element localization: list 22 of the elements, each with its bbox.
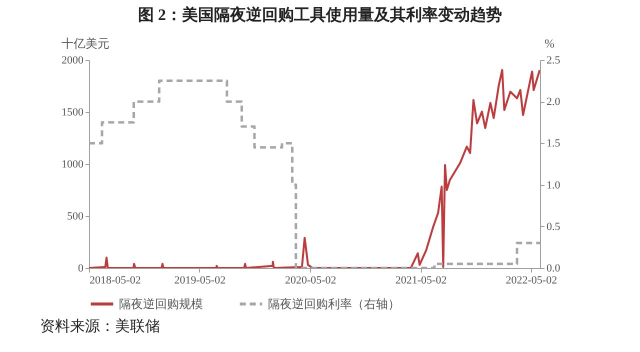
y2-tick-label: 2.0: [546, 96, 561, 108]
legend-label: 隔夜逆回购规模: [119, 297, 203, 311]
y2-tick-label: 1.0: [546, 179, 561, 192]
y-tick-label: 0: [78, 262, 84, 274]
y-tick-label: 500: [67, 210, 84, 222]
x-tick-label: 2019-05-02: [174, 274, 226, 286]
y2-tick-label: 1.5: [546, 138, 561, 150]
y2-axis-title: %: [544, 36, 554, 50]
y2-tick-label: 2.5: [546, 54, 561, 66]
x-tick-label: 2021-05-02: [395, 274, 447, 286]
x-tick-label: 2022-05-02: [506, 274, 558, 286]
chart-title: 图 2：美国隔夜逆回购工具使用量及其利率变动趋势: [137, 6, 503, 26]
y-axis-title: 十亿美元: [62, 36, 110, 50]
y-tick-label: 1000: [62, 158, 84, 170]
y-tick-label: 2000: [62, 54, 84, 66]
x-tick-label: 2020-05-02: [284, 274, 336, 286]
legend-label: 隔夜逆回购利率（右轴）: [268, 297, 400, 311]
y2-tick-label: 0.5: [546, 220, 561, 233]
x-tick-label: 2018-05-02: [90, 274, 141, 286]
y-tick-label: 1500: [62, 106, 84, 118]
y2-tick-label: 0.0: [546, 262, 561, 274]
text: 资料来源：美联储: [40, 318, 160, 336]
